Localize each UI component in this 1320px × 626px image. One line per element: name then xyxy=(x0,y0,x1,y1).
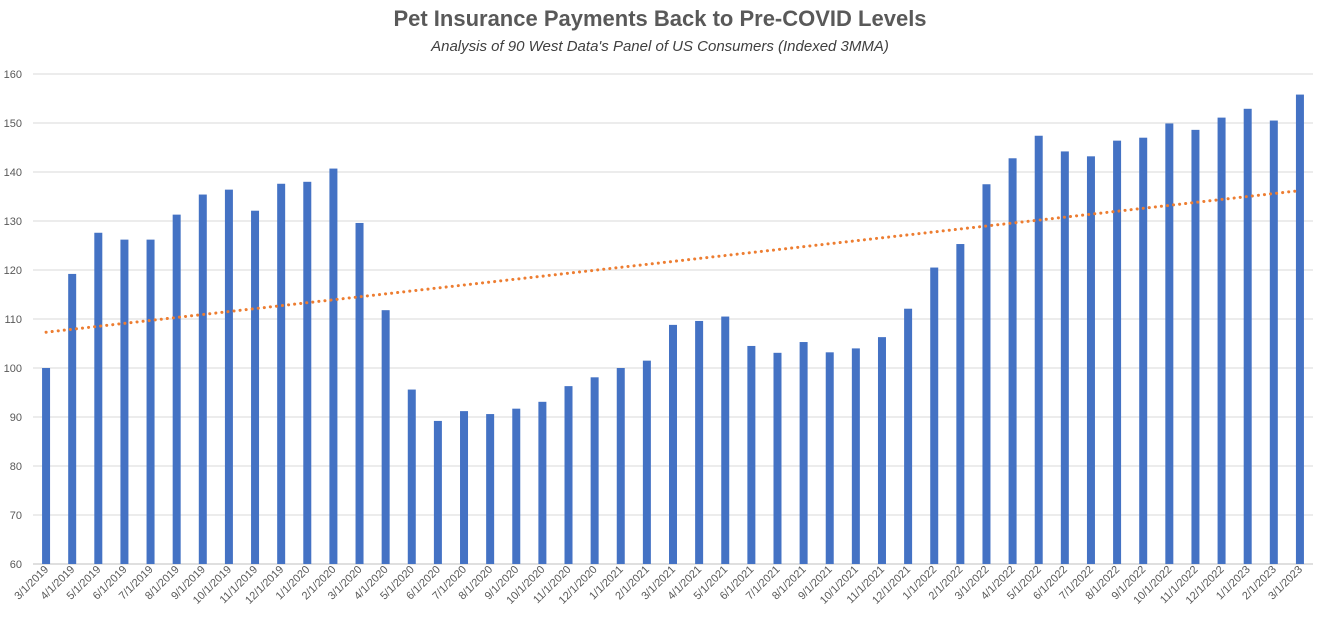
bar xyxy=(695,320,704,564)
y-tick-label: 80 xyxy=(10,461,22,473)
bar xyxy=(1165,123,1174,565)
chart-subtitle: Analysis of 90 West Data's Panel of US C… xyxy=(431,38,889,55)
bar xyxy=(94,232,103,564)
bar xyxy=(982,184,991,564)
bar xyxy=(930,267,939,564)
bar xyxy=(1217,117,1226,565)
trendline-line xyxy=(44,189,1302,334)
y-tick-label: 110 xyxy=(4,314,22,326)
bar xyxy=(381,310,390,564)
bar xyxy=(303,181,312,565)
y-axis-ticks: 60 70 80 90 100 110 120 130 140 150 160 xyxy=(4,69,22,571)
bar xyxy=(172,214,181,564)
bar xyxy=(799,342,808,564)
bar xyxy=(669,324,677,564)
bar xyxy=(486,414,495,564)
bar xyxy=(460,411,469,564)
bar xyxy=(877,337,886,564)
bar xyxy=(538,401,547,564)
bar xyxy=(1269,120,1278,565)
bar xyxy=(68,273,77,564)
bars xyxy=(42,94,1304,565)
bar xyxy=(329,168,338,564)
bar xyxy=(642,360,651,564)
bar xyxy=(277,183,286,564)
bar xyxy=(1243,108,1252,564)
y-tick-label: 120 xyxy=(4,265,22,277)
bar xyxy=(1113,140,1122,564)
y-tick-label: 100 xyxy=(4,363,22,375)
bar xyxy=(1139,137,1148,564)
bar xyxy=(433,420,442,564)
bar xyxy=(1191,129,1200,565)
bar xyxy=(590,377,599,564)
bar xyxy=(773,352,782,564)
bar xyxy=(224,189,233,564)
y-tick-label: 70 xyxy=(10,510,22,522)
bar xyxy=(1034,135,1043,565)
bar xyxy=(355,222,364,564)
x-axis-ticks: 3/1/20194/1/20195/1/20196/1/20197/1/2019… xyxy=(12,564,1305,607)
y-tick-label: 90 xyxy=(10,412,22,424)
bar xyxy=(1086,156,1095,564)
bar xyxy=(747,345,756,564)
y-tick-label: 130 xyxy=(4,216,22,228)
bar xyxy=(251,210,260,564)
bar xyxy=(120,239,129,564)
trendline xyxy=(44,189,1302,334)
bar xyxy=(146,239,155,564)
bar xyxy=(407,389,416,564)
y-tick-label: 60 xyxy=(10,559,22,571)
bar xyxy=(42,368,51,564)
bar xyxy=(851,348,860,564)
bar xyxy=(956,244,965,564)
y-tick-label: 160 xyxy=(4,69,22,81)
bar xyxy=(564,386,573,564)
y-tick-label: 150 xyxy=(4,118,22,130)
bar xyxy=(904,308,913,564)
bar xyxy=(825,352,834,564)
bar xyxy=(721,316,730,564)
bar xyxy=(616,368,625,564)
chart-title: Pet Insurance Payments Back to Pre-COVID… xyxy=(393,6,927,31)
bar xyxy=(198,194,207,565)
bar xyxy=(1008,158,1017,564)
bar xyxy=(1060,151,1069,565)
y-tick-label: 140 xyxy=(4,167,22,179)
bar xyxy=(1295,94,1304,564)
bar xyxy=(512,408,521,564)
